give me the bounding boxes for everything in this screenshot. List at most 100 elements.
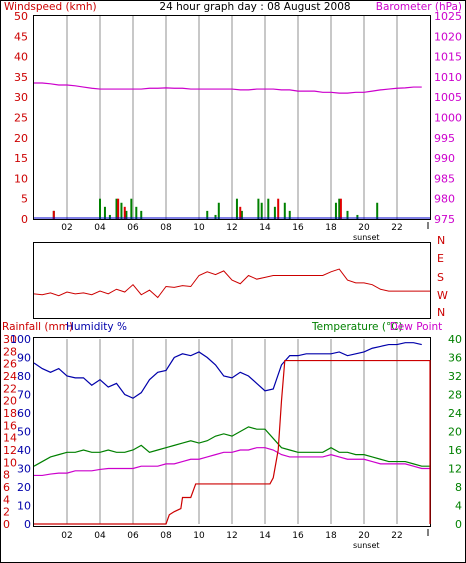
humidity-tick-label: 10 <box>17 500 31 513</box>
humidity-tick-label: 40 <box>17 444 31 457</box>
dewpoint-line <box>34 447 430 477</box>
windspeed-tick-label: 45 <box>14 30 28 43</box>
windspeed-tick-label: 30 <box>14 91 28 104</box>
time-axis-ticks-bottom: 02 04 06 08 10 12 14 16 18 20 22 sunset <box>61 529 429 550</box>
temperature-line <box>33 426 430 467</box>
rainfall-tick-label: 22 <box>3 382 17 395</box>
humidity-tick-label: 80 <box>17 370 31 383</box>
time-axis-ticks: 02 04 06 08 10 12 14 16 18 20 22 sunset <box>61 222 429 242</box>
humidity-tick-label: 0 <box>24 518 31 531</box>
windspeed-tick-label: 20 <box>14 132 28 145</box>
rainfall-tick-label: 0 <box>3 518 10 531</box>
barometer-tick-label: 1005 <box>434 91 462 104</box>
temperature-tick-label: 8 <box>455 481 462 494</box>
wind-grid <box>66 16 398 219</box>
humidity-axis-label: Humidity % <box>66 321 127 333</box>
humidity-tick-label: 20 <box>17 481 31 494</box>
temperature-axis-label: Temperature (°C) <box>311 321 403 333</box>
windspeed-axis-label: Windspeed (kmh) <box>4 1 97 13</box>
temperature-tick-label: 28 <box>448 389 462 402</box>
rain-series-layer <box>33 342 431 525</box>
compass-tick-label: W <box>437 289 448 302</box>
barometer-axis-ticks: 975 980 985 990 995 1000 1005 1010 1015 1020 1025 <box>434 10 462 226</box>
barometer-tick-label: 980 <box>434 193 455 206</box>
compass-tick-label: N <box>437 306 445 319</box>
humidity-tick-label: 90 <box>17 352 31 365</box>
humidity-tick-label: 70 <box>17 389 31 402</box>
rainfall-tick-label: 12 <box>3 444 17 457</box>
time-tick-label: 22 <box>391 531 402 541</box>
time-tick-label: 14 <box>259 223 271 233</box>
time-tick-label: 18 <box>325 223 337 233</box>
time-tick-label: 02 <box>61 223 72 233</box>
time-tick-label: 02 <box>61 531 72 541</box>
temperature-tick-label: 12 <box>448 463 462 476</box>
windspeed-tick-label: 35 <box>14 71 28 84</box>
windspeed-axis-ticks: 0 5 10 15 20 25 30 35 40 45 50 <box>14 10 28 226</box>
barometer-tick-label: 990 <box>434 152 455 165</box>
barometer-tick-label: 1015 <box>434 51 462 64</box>
time-tick-label: 16 <box>292 531 304 541</box>
barometer-tick-label: 995 <box>434 132 455 145</box>
wind-series-layer <box>34 82 430 219</box>
time-tick-label: 20 <box>358 531 370 541</box>
time-tick-label: 06 <box>127 531 139 541</box>
time-tick-label: 10 <box>193 223 205 233</box>
time-tick-label: 08 <box>160 223 172 233</box>
temperature-tick-label: 20 <box>448 426 462 439</box>
rainfall-tick-label: 16 <box>3 419 17 432</box>
barometer-tick-label: 1025 <box>434 10 462 23</box>
windspeed-tick-label: 10 <box>14 172 28 185</box>
time-tick-label: 20 <box>358 223 370 233</box>
temperature-tick-label: 4 <box>455 500 462 513</box>
rainfall-tick-label: 24 <box>3 370 17 383</box>
rainfall-tick-label: 4 <box>3 493 10 506</box>
rainfall-tick-label: 26 <box>3 358 17 371</box>
barometer-tick-label: 1020 <box>434 30 462 43</box>
time-tick-label: 04 <box>94 531 106 541</box>
humidity-tick-label: 30 <box>17 463 31 476</box>
windspeed-tick-label: 15 <box>14 152 28 165</box>
humidity-tick-label: 50 <box>17 426 31 439</box>
wind-barometer-panel: Windspeed (kmh) 24 hour graph day : 08 A… <box>4 1 462 242</box>
time-tick-label: 12 <box>226 531 237 541</box>
barometer-tick-label: 975 <box>434 213 455 226</box>
barometer-tick-label: 1000 <box>434 112 462 125</box>
humidity-tick-label: 60 <box>17 407 31 420</box>
time-tick-label: 04 <box>94 223 106 233</box>
sunset-marker: sunset <box>353 541 380 550</box>
dewpoint-axis-label: Dew Point <box>390 321 443 333</box>
barometer-line <box>34 82 422 94</box>
rainfall-axis-label: Rainfall (mm) <box>2 321 73 333</box>
windspeed-tick-label: 50 <box>14 10 28 23</box>
time-tick-label: 22 <box>391 223 402 233</box>
sunset-marker: sunset <box>353 233 380 242</box>
rainfall-tick-label: 8 <box>3 469 10 482</box>
temperature-tick-label: 0 <box>455 518 462 531</box>
barometer-tick-label: 1010 <box>434 71 462 84</box>
direction-series-layer <box>33 268 430 299</box>
humidity-tick-label: 100 <box>10 333 31 346</box>
time-tick-label: 14 <box>259 531 271 541</box>
rainfall-tick-label: 2 <box>3 506 10 519</box>
wind-direction-line <box>33 268 430 299</box>
temperature-axis-ticks: 0 4 8 12 16 20 24 28 32 36 40 <box>448 333 462 531</box>
humidity-line <box>33 342 422 399</box>
time-tick-label: 18 <box>325 531 337 541</box>
temperature-tick-label: 40 <box>448 333 462 346</box>
humidity-axis-ticks: 0 10 20 30 40 50 60 70 80 90 100 <box>10 333 31 531</box>
barometer-tick-label: 985 <box>434 172 455 185</box>
windspeed-tick-label: 5 <box>21 193 28 206</box>
rainfall-tick-label: 10 <box>3 456 17 469</box>
time-tick-label: 12 <box>226 223 237 233</box>
rainfall-tick-label: 30 <box>3 333 17 346</box>
time-tick-label: 10 <box>193 531 205 541</box>
time-tick-label: 08 <box>160 531 172 541</box>
windspeed-tick-label: 25 <box>14 112 28 125</box>
windspeed-tick-label: 40 <box>14 51 28 64</box>
temperature-tick-label: 16 <box>448 444 462 457</box>
